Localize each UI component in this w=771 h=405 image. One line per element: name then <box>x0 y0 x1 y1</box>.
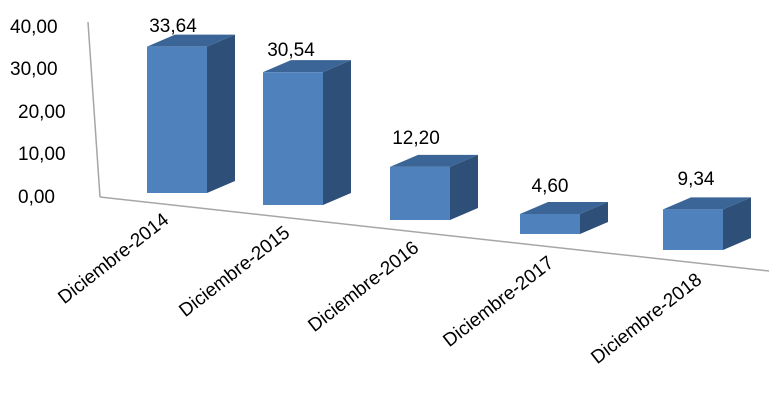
y-tick-label: 0,00 <box>18 187 55 208</box>
data-label: 30,54 <box>267 40 315 61</box>
bar-front <box>663 209 723 250</box>
bar-front <box>147 46 207 193</box>
x-axis-line <box>99 196 770 272</box>
bar-side <box>580 201 608 234</box>
bar-front <box>390 166 450 220</box>
y-tick-label: 30,00 <box>10 59 58 80</box>
x-tick-label: Diciembre-2015 <box>175 222 294 321</box>
data-labels: 33,64 30,54 12,20 4,60 9,34 <box>149 16 715 197</box>
bar-top <box>663 197 751 210</box>
x-tick-label: Diciembre-2018 <box>587 269 706 368</box>
bar-top <box>520 201 608 214</box>
x-tick-label: Diciembre-2017 <box>439 252 558 351</box>
bar-side <box>723 197 751 250</box>
data-label: 9,34 <box>678 169 715 190</box>
bar-top <box>390 154 478 167</box>
data-label: 33,64 <box>149 16 197 37</box>
x-tick-label: Diciembre-2014 <box>54 209 173 308</box>
bar-front <box>520 213 580 234</box>
bars <box>147 34 751 250</box>
bar-front <box>263 72 323 205</box>
axis-lines <box>87 21 770 272</box>
x-tick-labels: Diciembre-2014 Diciembre-2015 Diciembre-… <box>54 209 706 368</box>
bar <box>520 201 608 234</box>
x-tick-label: Diciembre-2016 <box>304 237 423 336</box>
bar-top <box>263 60 351 73</box>
y-tick-labels: 40,00 30,00 20,00 10,00 0,00 <box>10 17 66 208</box>
data-label: 4,60 <box>532 176 569 197</box>
y-axis-line <box>87 21 101 198</box>
bar <box>663 197 751 250</box>
bar-side <box>323 60 351 205</box>
bar-top <box>147 34 235 47</box>
bar-side <box>207 34 235 193</box>
bar-side <box>450 154 478 220</box>
bar <box>147 34 235 193</box>
bar <box>390 154 478 220</box>
y-tick-label: 40,00 <box>10 17 58 38</box>
y-tick-label: 10,00 <box>18 144 66 165</box>
y-tick-label: 20,00 <box>18 102 66 123</box>
bar <box>263 60 351 205</box>
data-label: 12,20 <box>392 128 440 149</box>
